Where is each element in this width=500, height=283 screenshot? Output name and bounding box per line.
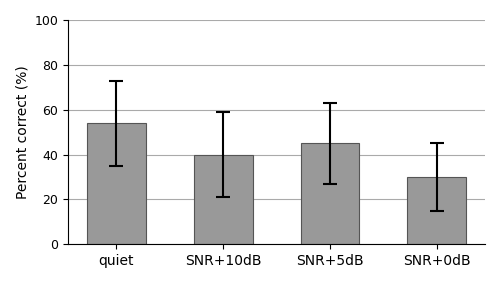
Bar <box>300 143 360 244</box>
Bar <box>408 177 466 244</box>
Bar <box>87 123 146 244</box>
Bar <box>194 155 252 244</box>
Y-axis label: Percent correct (%): Percent correct (%) <box>15 65 29 199</box>
